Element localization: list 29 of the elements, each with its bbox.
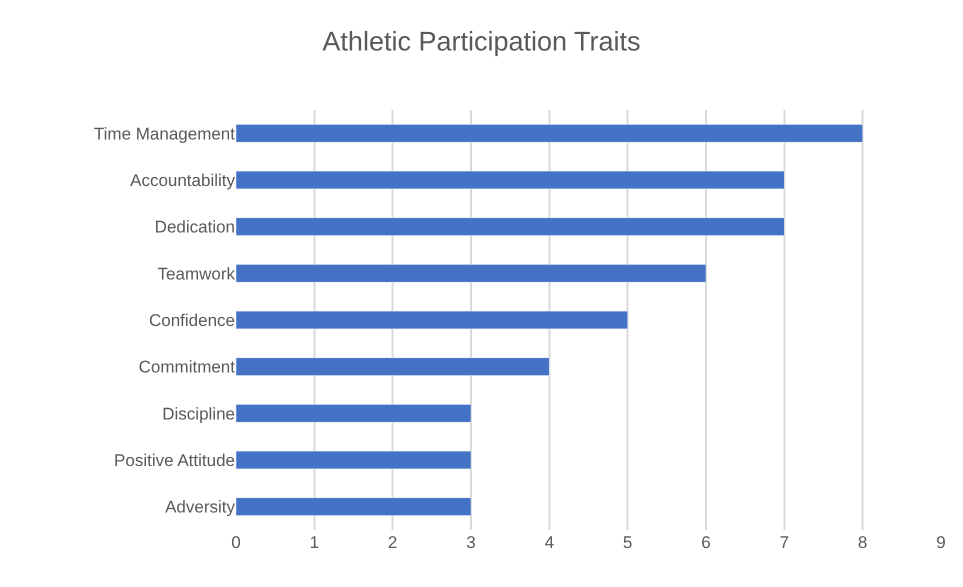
bar [236, 218, 785, 236]
y-tick-label: Discipline [162, 404, 235, 424]
chart-title: Athletic Participation Traits [322, 26, 641, 57]
bar [236, 358, 550, 376]
x-tick-label: 7 [780, 533, 790, 552]
y-tick-label: Adversity [165, 498, 236, 517]
y-tick-label: Dedication [154, 218, 235, 237]
bar [236, 170, 785, 190]
x-tick-label: 8 [858, 533, 868, 552]
y-tick-label: Commitment [138, 358, 236, 377]
bar [236, 264, 706, 282]
x-tick-label: 0 [231, 533, 241, 552]
bar [236, 498, 472, 516]
x-tick-label: 9 [936, 533, 946, 552]
x-tick-label: 4 [544, 533, 554, 552]
x-tick-label: 2 [388, 533, 398, 552]
bar [236, 450, 472, 470]
y-tick-label: Confidence [148, 310, 235, 330]
y-tick-label: Time Management [94, 124, 236, 144]
y-tick-label: Teamwork [158, 264, 236, 284]
x-tick-label: 3 [466, 533, 476, 552]
x-tick-label: 6 [701, 533, 711, 552]
y-tick-label: Accountability [130, 170, 236, 190]
bar [236, 404, 472, 422]
x-tick-label: 1 [310, 533, 320, 552]
bar [236, 124, 863, 142]
bar [236, 310, 628, 330]
y-tick-label: Positive Attitude [114, 450, 235, 470]
x-tick-label: 5 [622, 533, 632, 552]
